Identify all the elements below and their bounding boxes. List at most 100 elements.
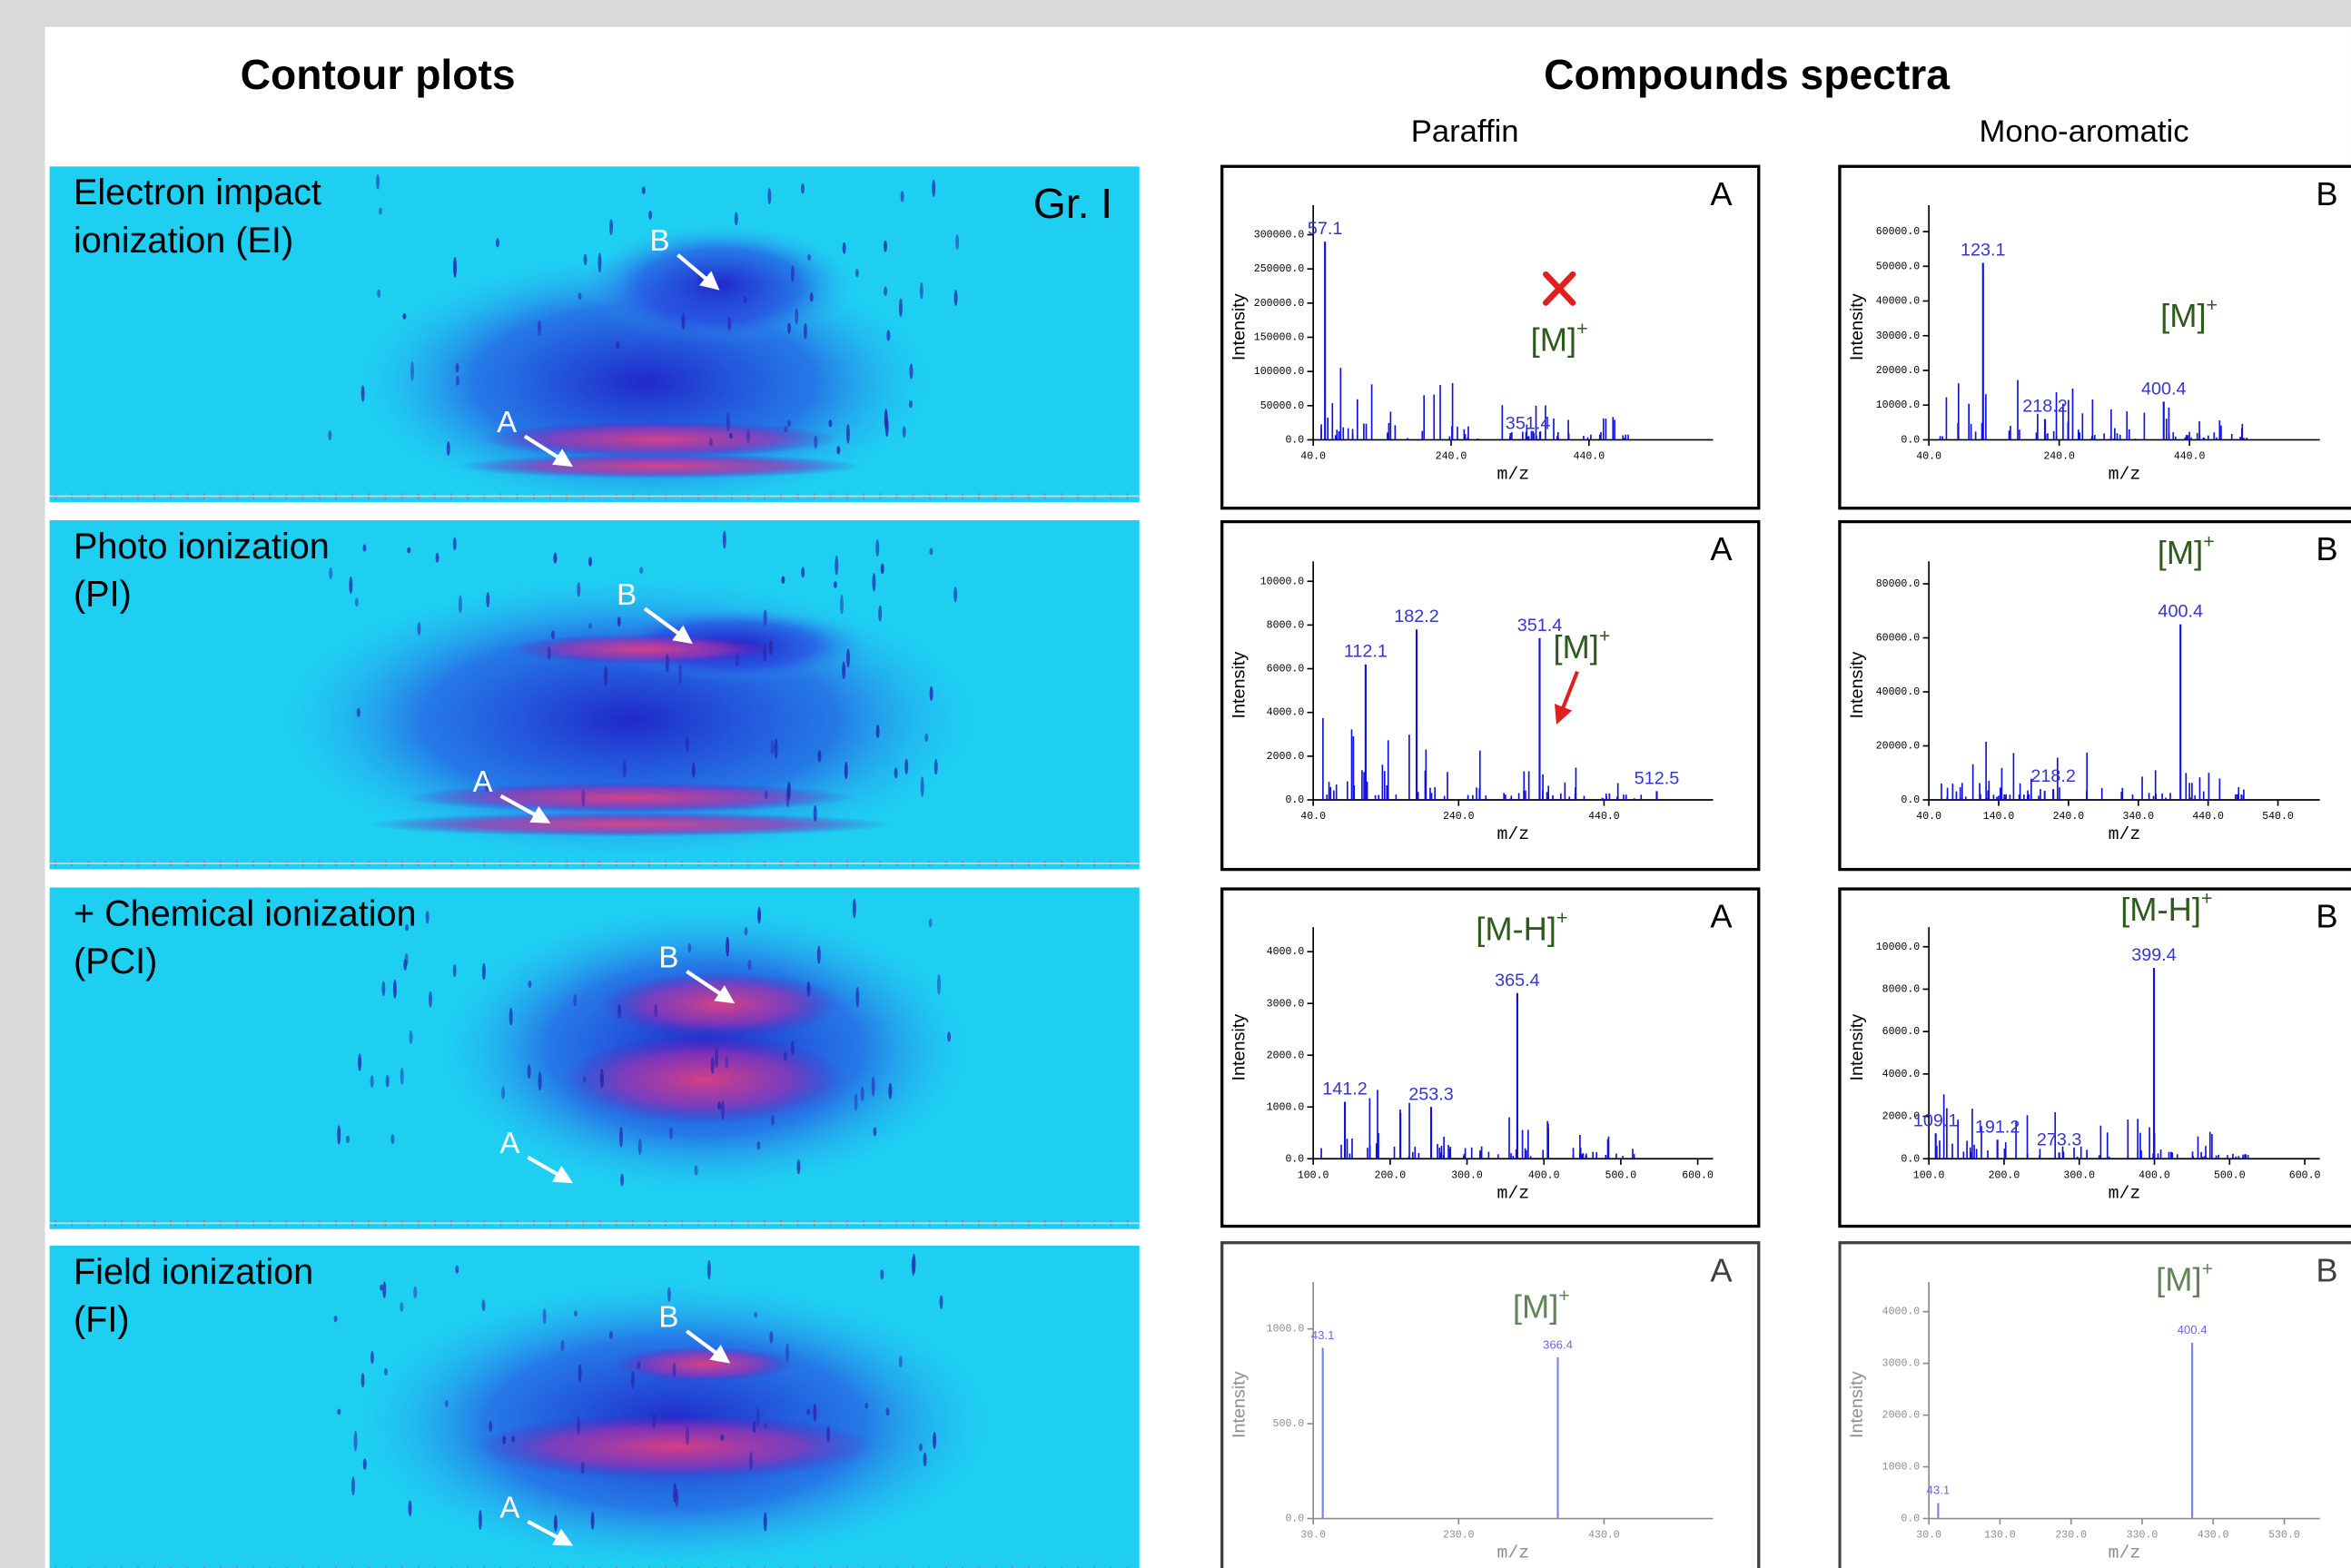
- contour-spot: [362, 1458, 367, 1470]
- section-title: Contour plots: [241, 51, 516, 98]
- peak-group-label: B: [658, 940, 678, 973]
- x-axis-label: m/z: [1497, 465, 1530, 485]
- contour-spot: [929, 547, 933, 556]
- y-tick-label: 1000.0: [1882, 1462, 1921, 1474]
- x-tick-label: 40.0: [1916, 811, 1941, 823]
- x-tick-label: 500.0: [1605, 1169, 1637, 1181]
- contour-spot: [783, 1051, 787, 1061]
- contour-spot: [873, 1127, 877, 1137]
- contour-spot: [764, 790, 768, 800]
- x-tick-label: 40.0: [1916, 451, 1941, 463]
- contour-spot: [919, 282, 924, 300]
- y-tick-label: 0.0: [1285, 1153, 1304, 1165]
- contour-spot: [835, 555, 839, 576]
- arrow: [527, 1155, 574, 1184]
- contour-spot: [403, 959, 408, 971]
- y-tick-label: 4000.0: [1267, 707, 1305, 719]
- ion-annotation: [M]+: [2156, 1257, 2213, 1297]
- spectrum-frame: [1838, 164, 2351, 510]
- contour-spot: [651, 1413, 656, 1429]
- contour-spot: [478, 1510, 482, 1530]
- y-tick-label: 10000.0: [1260, 576, 1305, 587]
- contour-spot: [377, 289, 381, 298]
- column-title: Paraffin: [1411, 114, 1519, 149]
- arrow: [677, 253, 720, 291]
- contour-spot: [380, 1284, 384, 1291]
- contour-spot: [630, 1371, 635, 1389]
- contour-spot: [908, 399, 913, 409]
- spectrum-panel: 0.0 2000.0 4000.0 6000.0 8000.0 10000.0 100.0 2…: [1838, 887, 2351, 1228]
- x-axis-label: m/z: [2109, 824, 2141, 844]
- contour-panel: Field ionization (FI) A B: [49, 1246, 1140, 1568]
- ion-charge: +: [2207, 293, 2218, 315]
- contour-spot: [933, 758, 938, 775]
- contour-spot: [553, 1514, 558, 1533]
- contour-spot: [710, 1056, 715, 1074]
- ion-charge: +: [1558, 1285, 1570, 1307]
- peak-label: 57.1: [1308, 219, 1343, 239]
- contour-spot: [939, 1295, 943, 1309]
- peak-label: 365.4: [1495, 971, 1540, 991]
- group-tag: Gr. I: [1033, 180, 1112, 227]
- y-tick-label: 20000.0: [1876, 365, 1921, 377]
- contour-spot: [417, 622, 421, 636]
- contour-spot: [845, 424, 850, 444]
- contour-spot: [502, 1435, 507, 1445]
- contour-spot: [795, 308, 799, 325]
- contour-spot: [920, 776, 924, 797]
- contour-spot: [754, 1311, 758, 1318]
- contour-spot: [608, 1330, 613, 1339]
- contour-spot: [785, 1343, 790, 1362]
- contour-spot: [337, 1408, 341, 1415]
- spectrum-frame: [1220, 519, 1761, 872]
- contour-spot: [875, 538, 880, 557]
- contour-spot: [444, 1399, 449, 1408]
- contour-spot: [425, 911, 430, 924]
- y-tick-label: 50000.0: [1260, 400, 1305, 412]
- arrow: [643, 606, 693, 645]
- contour-spot: [376, 173, 380, 190]
- peak-label: 351.4: [1517, 616, 1563, 636]
- contour-spot: [763, 1512, 767, 1532]
- contour-spot: [622, 760, 627, 778]
- arrow: [523, 434, 573, 468]
- x-tick-label: 240.0: [2053, 811, 2085, 823]
- contour-spot: [864, 1403, 869, 1409]
- spectrum-frame: [1838, 519, 2351, 872]
- peak-label: 400.4: [2178, 1323, 2208, 1336]
- contour-spot: [686, 1425, 690, 1445]
- contour-spot: [717, 1101, 722, 1110]
- contour-spot: [452, 537, 457, 551]
- x-tick-label: 30.0: [1916, 1530, 1941, 1542]
- contour-spot: [813, 1403, 817, 1422]
- contour-spot: [578, 1364, 582, 1383]
- x-tick-label: 430.0: [2198, 1530, 2229, 1542]
- arrow: [527, 1519, 574, 1546]
- contour-spot: [722, 530, 726, 549]
- contour-spot: [884, 286, 888, 297]
- contour-spot: [455, 375, 459, 387]
- y-tick-label: 60000.0: [1876, 226, 1921, 238]
- contour-spot: [854, 269, 859, 278]
- contour-spot: [599, 1068, 604, 1089]
- peak-label: 400.4: [2158, 602, 2203, 622]
- ion-annotation: [M-H]+: [2120, 887, 2212, 927]
- x-tick-label: 400.0: [2139, 1169, 2170, 1181]
- x-tick-label: 440.0: [1574, 451, 1605, 463]
- x-axis-label: m/z: [2109, 465, 2141, 485]
- peak-label: 191.2: [1975, 1117, 2020, 1137]
- contour-spot: [588, 557, 593, 567]
- contour-spot: [787, 419, 791, 428]
- contour-spot: [720, 1100, 725, 1120]
- y-tick-label: 50000.0: [1876, 261, 1921, 272]
- contour-spot: [734, 212, 738, 226]
- contour-streak: [472, 1413, 877, 1480]
- contour-spot: [455, 362, 459, 373]
- contour-spot: [749, 1451, 754, 1471]
- arrow: [499, 794, 551, 823]
- x-tick-label: 440.0: [1588, 811, 1620, 823]
- contour-spot: [937, 973, 942, 995]
- contour-spot: [637, 1360, 641, 1370]
- spectrum-frame: [1220, 1241, 1761, 1568]
- x-tick-label: 300.0: [2063, 1169, 2095, 1181]
